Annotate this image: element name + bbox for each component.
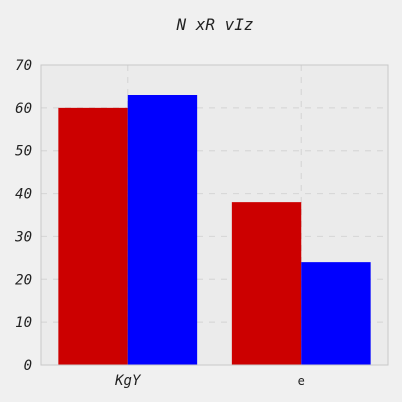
bar	[301, 262, 371, 365]
y-tick-label: 50	[15, 144, 32, 160]
y-tick-label: 70	[15, 58, 32, 74]
chart-title: N xR vIz	[175, 15, 253, 34]
y-tick-label: 10	[15, 315, 32, 331]
plot-frame	[40, 64, 389, 366]
bar	[58, 107, 128, 365]
y-tick-label: 60	[15, 101, 32, 117]
y-tick-label: 0	[24, 358, 32, 374]
x-tick-label: e	[298, 374, 305, 388]
y-tick-label: 40	[15, 187, 32, 203]
bars	[58, 95, 371, 365]
y-axis: 0 10 20 30 40 50 60 70	[14, 58, 32, 374]
x-axis: KgY e	[114, 373, 305, 389]
y-tick-label: 30	[14, 229, 32, 245]
bar	[231, 202, 302, 365]
bar	[127, 95, 198, 365]
y-tick-label: 20	[15, 272, 32, 288]
x-tick-label: KgY	[114, 373, 142, 389]
